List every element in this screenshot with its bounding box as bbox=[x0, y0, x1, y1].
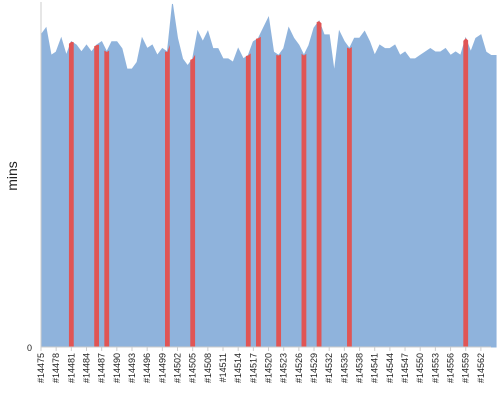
x-axis-tick-label: #14544 bbox=[385, 353, 395, 383]
x-axis-tick-label: #14535 bbox=[339, 353, 349, 383]
y-axis-label: mins bbox=[4, 161, 20, 191]
highlight-bar-14516 bbox=[245, 53, 251, 347]
x-axis-tick-labels: #14475 #14478 #14481 #14484 #14487 #14490 #144… bbox=[36, 347, 486, 383]
x-axis-tick-label: #14562 bbox=[476, 353, 486, 383]
x-axis-tick-label: #14502 bbox=[173, 353, 183, 383]
series-area bbox=[40, 3, 497, 348]
highlight-bar-14486 bbox=[94, 44, 100, 348]
highlight-bar-14536 bbox=[347, 47, 352, 348]
x-axis-tick-label: #14553 bbox=[430, 353, 440, 383]
x-axis-tick-label: #14481 bbox=[66, 353, 76, 383]
x-axis-tick-label: #14514 bbox=[233, 353, 243, 383]
x-axis-tick-label: #14532 bbox=[324, 353, 334, 383]
x-axis-tick-label: #14511 bbox=[218, 353, 228, 382]
x-axis-tick-label: #14523 bbox=[279, 353, 289, 383]
highlight-bar-14488 bbox=[104, 50, 110, 347]
x-axis-tick-label: #14490 bbox=[112, 353, 122, 383]
plot-area bbox=[40, 3, 497, 348]
x-axis-tick-label: #14538 bbox=[355, 353, 365, 383]
x-axis-tick-label: #14496 bbox=[142, 353, 152, 383]
x-axis-tick-label: #14556 bbox=[446, 353, 456, 383]
highlight-bar-14527 bbox=[301, 53, 307, 347]
x-axis-tick-label: #14559 bbox=[461, 353, 471, 383]
x-axis-tick-label: #14493 bbox=[127, 353, 137, 383]
highlight-bar-14518 bbox=[256, 36, 261, 347]
x-axis-tick-label: #14529 bbox=[309, 353, 319, 383]
y-axis-tick-label-0: 0 bbox=[27, 343, 32, 353]
x-axis-tick-label: #14499 bbox=[157, 353, 167, 383]
x-axis-tick-label: #14505 bbox=[188, 353, 198, 383]
x-axis-tick-label: #14484 bbox=[82, 353, 92, 383]
highlight-bar-14505 bbox=[190, 54, 196, 347]
axes bbox=[40, 2, 491, 348]
x-axis-tick-label: #14487 bbox=[97, 353, 107, 383]
highlight-bar-14559 bbox=[463, 38, 469, 348]
x-axis-tick-label: #14550 bbox=[415, 353, 425, 383]
x-axis-tick-label: #14517 bbox=[248, 353, 258, 383]
x-axis-tick-label: #14547 bbox=[400, 353, 410, 383]
highlight-bar-14522 bbox=[276, 54, 282, 348]
highlight-bar-14500 bbox=[165, 44, 170, 347]
x-axis-tick-label: #14508 bbox=[203, 353, 213, 383]
x-axis-tick-label: #14520 bbox=[264, 353, 274, 383]
highlight-bar-14530 bbox=[316, 21, 322, 348]
x-axis-tick-label: #14475 bbox=[36, 353, 46, 383]
highlight-bar-14481 bbox=[68, 41, 74, 347]
x-axis-tick-label: #14526 bbox=[294, 353, 304, 383]
x-axis-tick-label: #14541 bbox=[370, 353, 380, 383]
x-axis-tick-label: #14478 bbox=[51, 353, 61, 383]
